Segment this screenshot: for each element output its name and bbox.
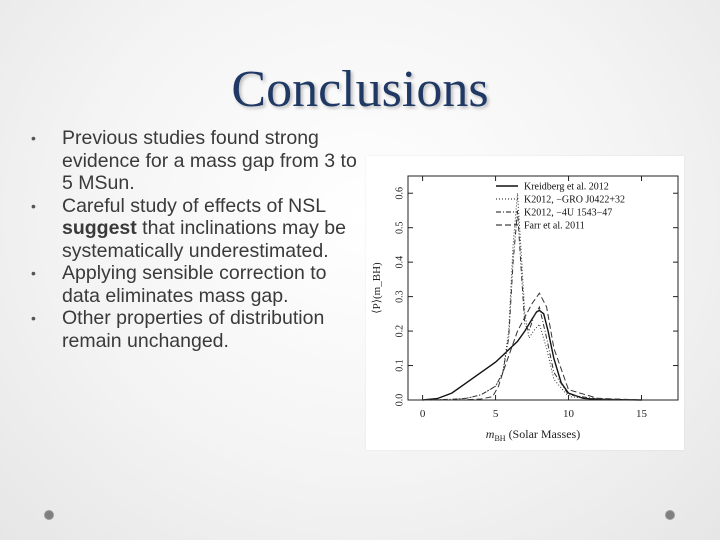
bullet-text: Applying sensible correction to data eli… [62, 262, 327, 307]
bullet-text: Previous studies found strong evidence f… [62, 127, 357, 194]
series-line [422, 309, 642, 401]
y-tick-label: 0.1 [394, 359, 405, 372]
y-tick-label: 0.5 [394, 221, 405, 234]
legend-label: Kreidberg et al. 2012 [524, 182, 609, 193]
bullet-item: • Careful study of effects of NSL suggest… [30, 195, 360, 263]
plot-frame [407, 175, 679, 401]
bullet-item: • Applying sensible correction to data el… [30, 262, 360, 307]
bullet-glyph: • [31, 310, 36, 326]
x-tick-label: 0 [420, 408, 426, 420]
chart-figure: 0 5 10 15 0.0 0.1 0.2 0.3 0.4 0.5 0.6 mBH (Solar Ma… [366, 156, 684, 450]
bullet-glyph: • [31, 197, 36, 214]
bullet-text: Careful study of effects of NSL [62, 194, 326, 217]
slide-title-text: Conclusions [231, 61, 489, 118]
y-tick-label: 0.4 [394, 256, 405, 269]
x-axis-label: mBH (Solar Masses) [486, 427, 580, 443]
chart-svg: 0 5 10 15 0.0 0.1 0.2 0.3 0.4 0.5 0.6 mBH (Solar Ma… [371, 175, 679, 443]
legend-label: Farr et al. 2011 [524, 221, 585, 232]
decorative-dot-right [665, 510, 675, 520]
x-tick-label: 10 [563, 408, 575, 420]
bullet-text: Other properties of distribution remain … [62, 307, 325, 352]
decorative-dot-left [44, 510, 54, 520]
bullet-list: • Previous studies found strong evidence … [30, 127, 360, 352]
y-axis-label: ⟨P⟩(m_BH) [371, 262, 383, 314]
y-tick-label: 0.2 [394, 325, 405, 338]
bullet-glyph: • [31, 265, 36, 281]
slide-title: Conclusions [0, 60, 720, 119]
y-tick-label: 0.3 [394, 290, 405, 303]
bullet-text: that inclinations may be systematically … [62, 217, 346, 262]
bullet-text-bold: suggest [62, 217, 137, 239]
series-line [422, 210, 642, 401]
bullet-glyph: • [31, 130, 36, 146]
x-tick-label: 5 [493, 408, 499, 420]
legend-label: K2012, −GRO J0422+32 [524, 195, 625, 206]
x-tick-label: 15 [636, 408, 648, 420]
y-tick-label: 0.0 [394, 394, 405, 407]
bullet-item: • Previous studies found strong evidence … [30, 127, 360, 195]
bullet-item: • Other properties of distribution remain… [30, 307, 360, 352]
legend-label: K2012, −4U 1543−47 [524, 208, 612, 219]
y-tick-label: 0.6 [394, 187, 405, 200]
series-line [422, 292, 642, 401]
